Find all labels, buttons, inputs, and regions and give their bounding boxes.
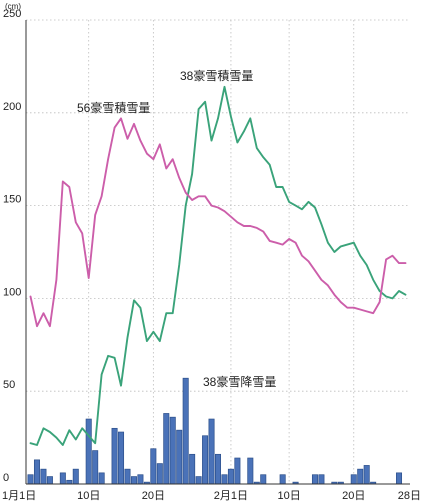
snowfall-bar: [396, 472, 403, 485]
snowfall-bar: [182, 377, 189, 485]
snowfall-bar: [150, 448, 157, 485]
snowfall-bar: [85, 418, 92, 485]
y-tick-label: 200: [3, 101, 21, 113]
snowfall-bar: [72, 468, 79, 485]
x-tick-label: 20日: [342, 490, 365, 502]
snowfall-bar: [111, 427, 118, 485]
snowfall-bar: [357, 468, 364, 485]
x-tick-label: 10日: [277, 490, 300, 502]
snowfall-bars: [27, 377, 403, 485]
snowfall-bar: [234, 457, 241, 485]
snowfall-bar: [189, 453, 196, 485]
snowfall-bar: [260, 474, 267, 485]
y-tick-label: 250: [3, 8, 21, 20]
snowfall-bar: [130, 476, 137, 485]
grid-lines: [26, 19, 410, 484]
snowfall-bar: [363, 465, 370, 485]
snowfall-bar: [318, 474, 325, 485]
snowfall-bar: [124, 468, 131, 485]
snowfall-bar: [66, 479, 73, 485]
snowfall-bar: [156, 463, 163, 485]
snowfall-bar: [33, 459, 40, 485]
snowfall-bar: [46, 476, 53, 485]
snowfall-bar: [247, 457, 254, 485]
y-tick-label: 50: [3, 379, 15, 391]
y-tick-label: 150: [3, 194, 21, 206]
x-tick-label: 1月1日: [2, 490, 36, 502]
snowfall-bar: [137, 474, 144, 485]
snowfall-bar: [279, 474, 286, 485]
snowfall-bar: [214, 453, 222, 485]
x-tick-label: 20日: [142, 490, 165, 502]
snowfall-bar: [40, 468, 47, 485]
snowfall-bar: [163, 413, 170, 485]
snow-depth-lines: [29, 85, 407, 446]
snowfall-bar: [118, 431, 125, 485]
line-38-depth: [29, 85, 407, 446]
y-axis-unit-label: (cm): [5, 2, 21, 11]
series-label-56-depth: 56豪雪積雪量: [77, 100, 150, 115]
y-tick-label: 100: [3, 286, 21, 298]
snowfall-bar: [227, 468, 234, 485]
snowfall-bar: [208, 418, 215, 485]
x-tick-label: 2月1日: [214, 490, 248, 502]
snowfall-bar: [221, 474, 228, 485]
snowfall-bar: [27, 474, 34, 485]
tick-labels: 0 50 100 150 200 250 1月1日 10日 20日 2月1日 10日 20日 28日: [2, 8, 421, 502]
x-tick-label: 28日: [398, 490, 421, 502]
snowfall-bar: [202, 435, 209, 485]
snowfall-bar: [311, 474, 318, 485]
snowfall-bar: [92, 450, 99, 485]
snowfall-bar: [169, 416, 176, 485]
line-56-depth: [29, 117, 407, 328]
snowfall-bar: [176, 429, 183, 485]
x-tick-label: 10日: [77, 490, 100, 502]
snowfall-bar: [350, 474, 357, 485]
snowfall-bar: [59, 472, 66, 485]
axes: [25, 20, 410, 485]
snowfall-bar: [195, 476, 202, 485]
series-label-38-depth: 38豪雪積雪量: [180, 68, 253, 83]
snowfall-bar: [98, 472, 105, 485]
y-tick-label: 0: [3, 472, 9, 484]
series-label-38-snowfall: 38豪雪降雪量: [203, 374, 276, 389]
